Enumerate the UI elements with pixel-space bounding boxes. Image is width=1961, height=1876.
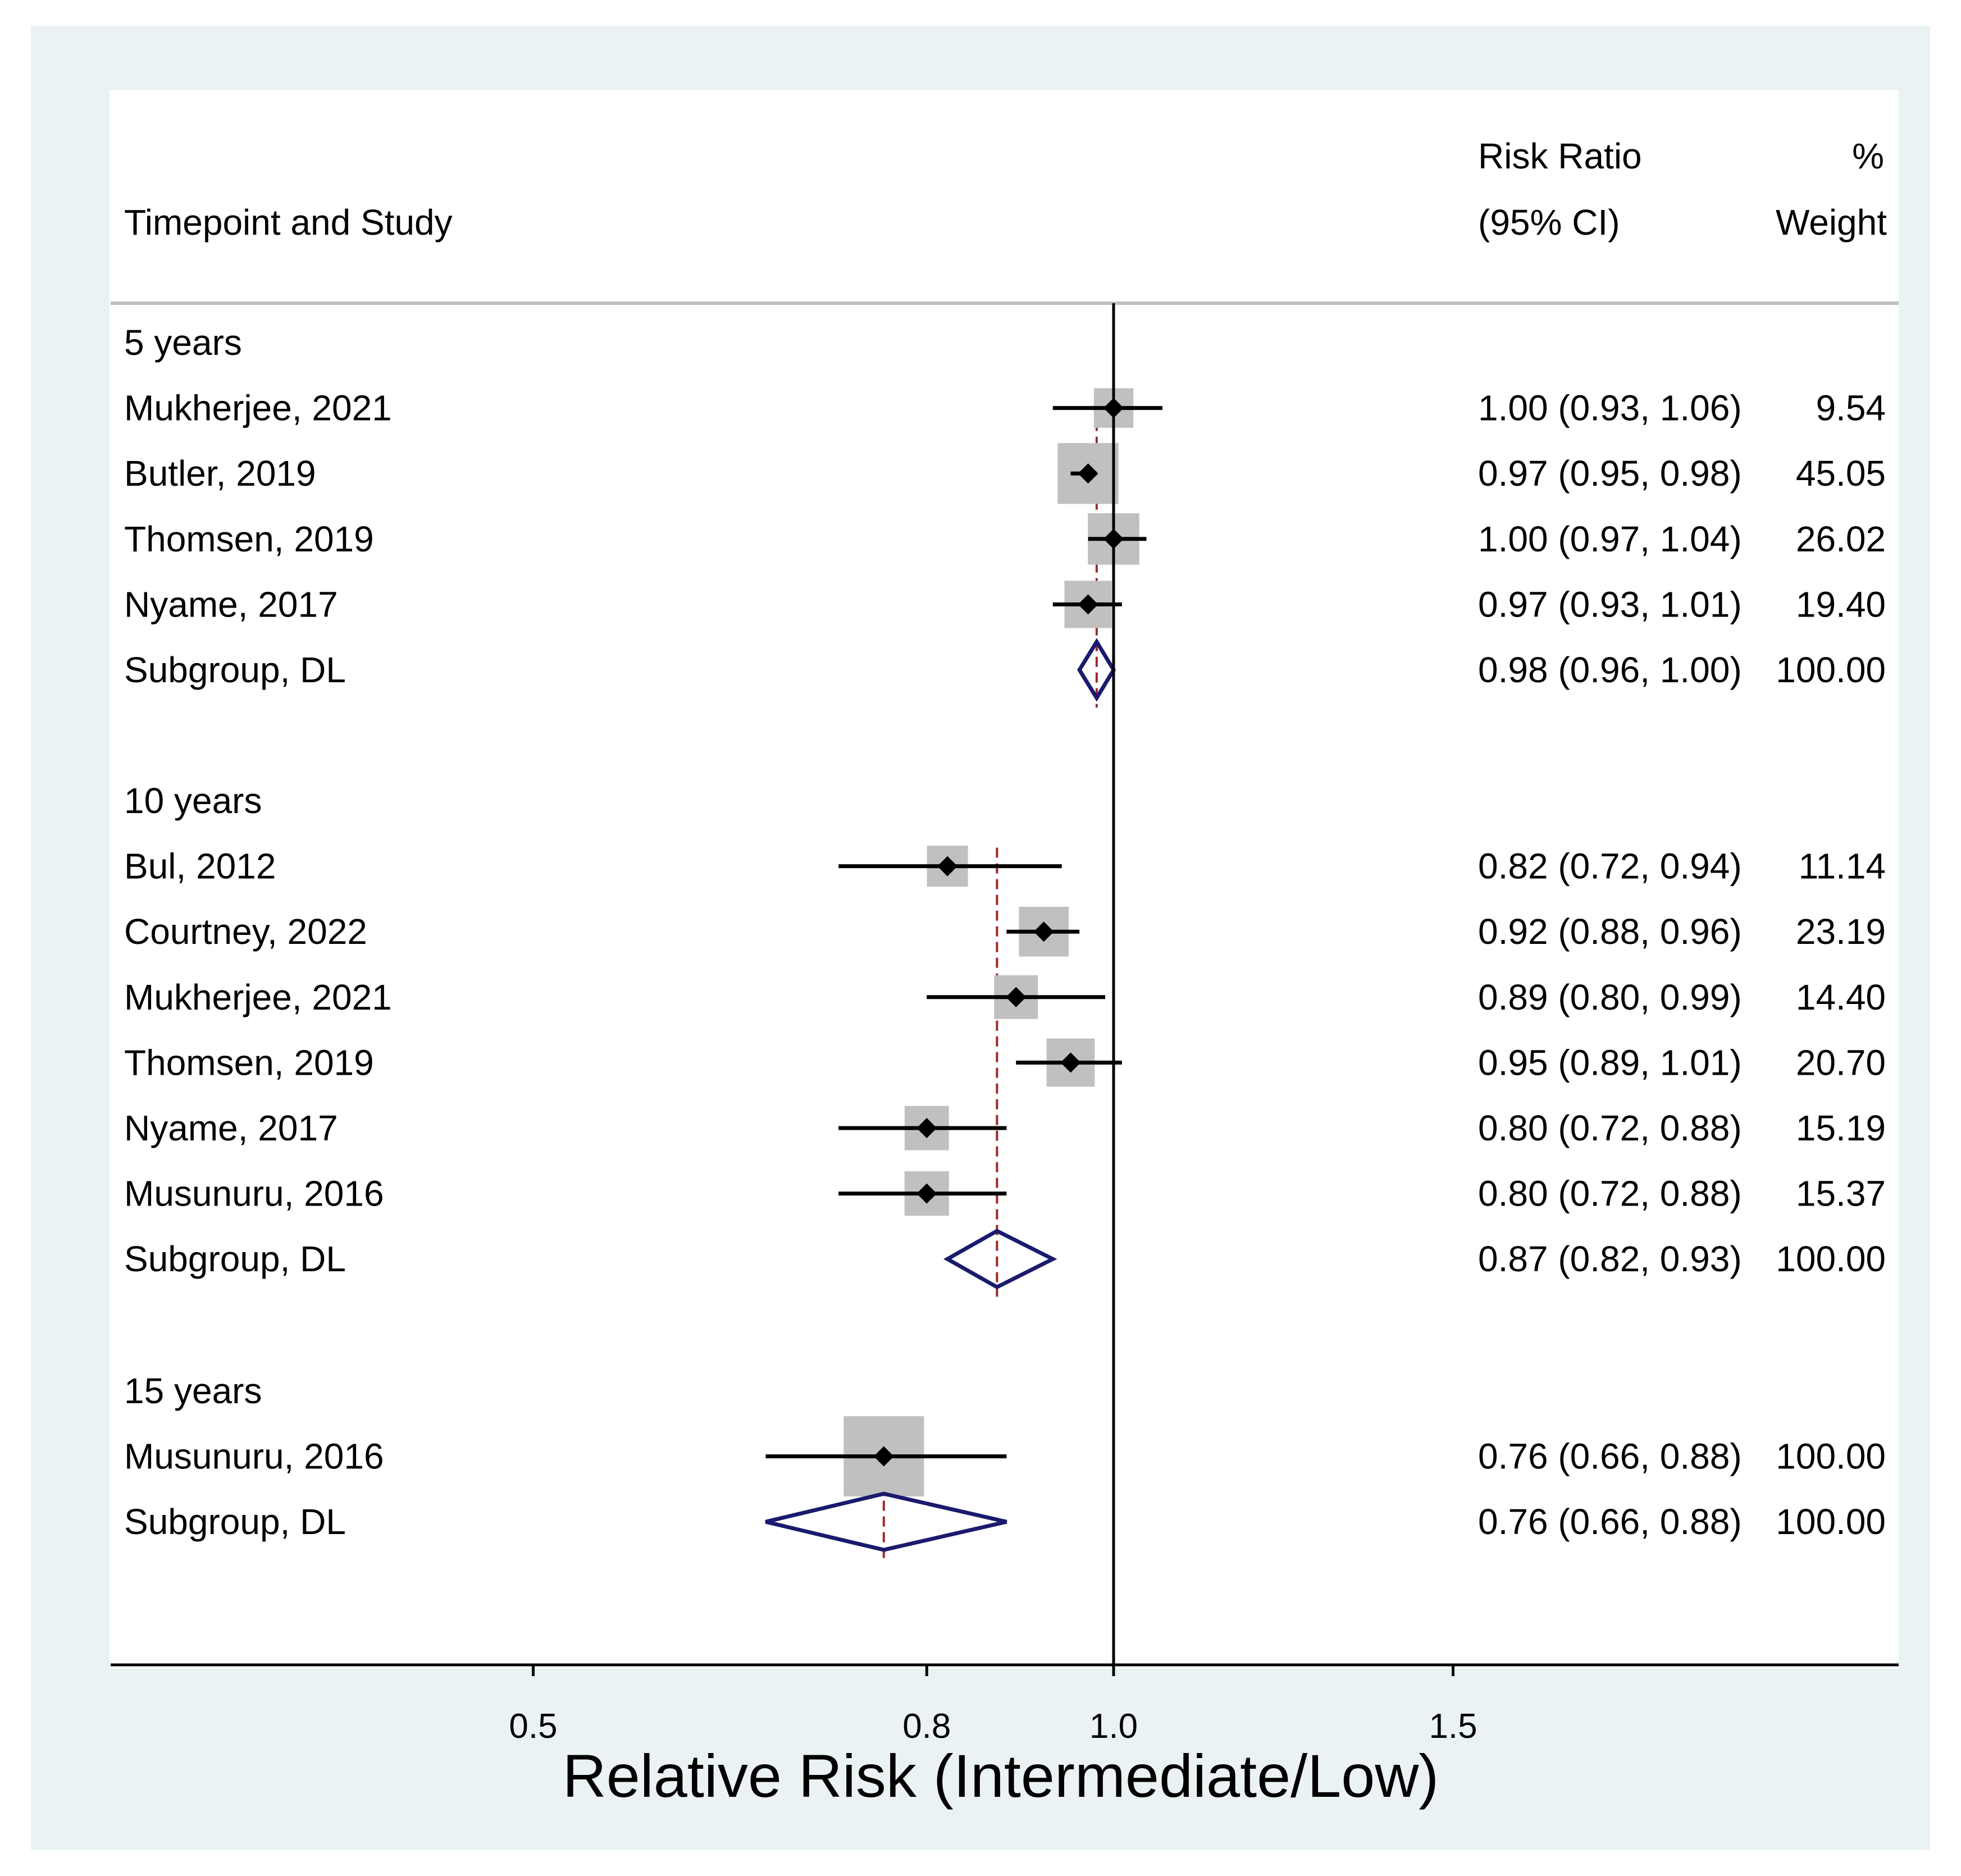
x-ticks: 0.5 0.8 1.0 1.5 xyxy=(509,1665,1477,1746)
point-estimate xyxy=(1078,463,1098,484)
study-name: Mukherjee, 2021 xyxy=(124,977,392,1017)
group-label: 10 years xyxy=(124,780,262,821)
study-weight: 19.40 xyxy=(1796,584,1886,624)
point-estimate xyxy=(937,856,958,877)
study-name: Nyame, 2017 xyxy=(124,1108,338,1148)
group-label: 15 years xyxy=(124,1371,262,1411)
study-ci-text: 0.82 (0.72, 0.94) xyxy=(1478,846,1742,887)
subgroup-name: Subgroup, DL xyxy=(124,1501,346,1542)
study-ci-text: 1.00 (0.93, 1.06) xyxy=(1478,388,1742,428)
study-weight: 15.37 xyxy=(1796,1174,1886,1214)
study-ci-text: 0.80 (0.72, 0.88) xyxy=(1478,1108,1742,1148)
study-ci-text: 0.97 (0.93, 1.01) xyxy=(1478,584,1742,624)
x-axis-title: Relative Risk (Intermediate/Low) xyxy=(563,1742,1439,1810)
study-name: Bul, 2012 xyxy=(124,846,276,887)
study-ci-text: 0.92 (0.88, 0.96) xyxy=(1478,911,1742,952)
x-tick-label: 0.5 xyxy=(509,1707,557,1746)
study-ci-text: 0.76 (0.66, 0.88) xyxy=(1478,1436,1742,1477)
subgroup-weight: 100.00 xyxy=(1776,1501,1886,1542)
header-weight-line1: % xyxy=(1852,136,1884,176)
study-name: Nyame, 2017 xyxy=(124,584,338,624)
x-tick-label: 1.0 xyxy=(1089,1707,1138,1746)
study-ci-text: 1.00 (0.97, 1.04) xyxy=(1478,519,1742,559)
study-ci-text: 0.97 (0.95, 0.98) xyxy=(1478,453,1742,494)
subgroup-name: Subgroup, DL xyxy=(124,650,346,690)
rows-layer: 5 years Mukherjee, 2021 1.00 (0.93, 1.06) 9… xyxy=(124,322,1886,1560)
study-name: Musunuru, 2016 xyxy=(124,1436,384,1477)
point-estimate xyxy=(916,1118,937,1138)
subgroup-ci-text: 0.76 (0.66, 0.88) xyxy=(1478,1501,1742,1542)
study-weight: 9.54 xyxy=(1816,388,1886,428)
study-weight: 11.14 xyxy=(1799,846,1886,887)
study-weight: 45.05 xyxy=(1796,453,1886,494)
point-estimate xyxy=(1006,987,1027,1007)
header-weight-line2: Weight xyxy=(1776,202,1887,243)
plot-panel xyxy=(110,90,1899,1669)
subgroup-name: Subgroup, DL xyxy=(124,1239,346,1279)
group-label: 5 years xyxy=(124,322,242,363)
subgroup-weight: 100.00 xyxy=(1776,650,1886,690)
header-rr-line2: (95% CI) xyxy=(1478,202,1620,243)
study-name: Butler, 2019 xyxy=(124,453,316,494)
subgroup-weight: 100.00 xyxy=(1776,1239,1886,1279)
header-study-col: Timepoint and Study xyxy=(124,202,453,243)
study-ci-text: 0.89 (0.80, 0.99) xyxy=(1478,977,1742,1017)
point-estimate xyxy=(873,1446,894,1467)
subgroup-ci-text: 0.87 (0.82, 0.93) xyxy=(1478,1239,1742,1279)
study-ci-text: 0.95 (0.89, 1.01) xyxy=(1478,1042,1742,1083)
study-weight: 26.02 xyxy=(1796,519,1886,559)
study-name: Thomsen, 2019 xyxy=(124,1042,374,1083)
study-weight: 100.00 xyxy=(1776,1436,1886,1477)
study-weight: 20.70 xyxy=(1796,1042,1886,1083)
subgroup-diamond xyxy=(943,1229,1057,1290)
subgroup-ci-text: 0.98 (0.96, 1.00) xyxy=(1478,650,1742,690)
study-name: Musunuru, 2016 xyxy=(124,1174,384,1214)
subgroup-diamond xyxy=(765,1491,1007,1552)
point-estimate xyxy=(1033,921,1054,942)
study-name: Courtney, 2022 xyxy=(124,911,367,952)
x-tick-label: 0.8 xyxy=(902,1707,951,1746)
x-tick-label: 1.5 xyxy=(1429,1707,1477,1746)
study-weight: 23.19 xyxy=(1796,911,1886,952)
study-ci-text: 0.80 (0.72, 0.88) xyxy=(1478,1174,1742,1214)
study-name: Mukherjee, 2021 xyxy=(124,388,392,428)
point-estimate xyxy=(1060,1052,1081,1073)
point-estimate xyxy=(916,1183,937,1204)
study-weight: 14.40 xyxy=(1796,977,1886,1017)
point-estimate xyxy=(1078,594,1098,615)
header-rr-line1: Risk Ratio xyxy=(1478,136,1642,176)
study-name: Thomsen, 2019 xyxy=(124,519,374,559)
study-weight: 15.19 xyxy=(1796,1108,1886,1148)
